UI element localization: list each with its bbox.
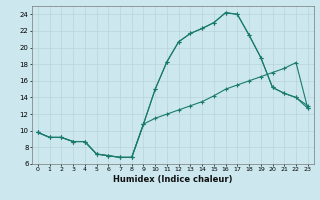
X-axis label: Humidex (Indice chaleur): Humidex (Indice chaleur) (113, 175, 233, 184)
